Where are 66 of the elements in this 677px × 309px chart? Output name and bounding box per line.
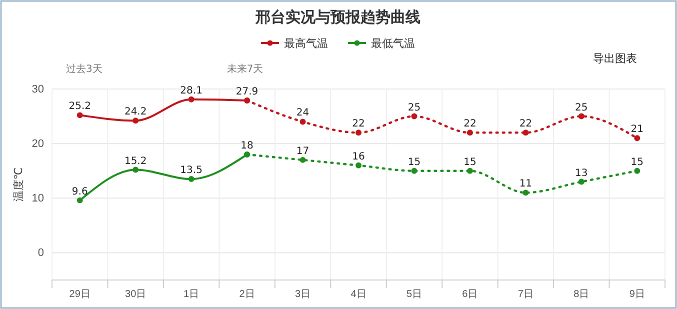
x-tick-label: 4日	[350, 289, 366, 300]
point	[300, 156, 306, 163]
point	[466, 130, 473, 136]
point	[188, 176, 194, 182]
data-label: 22	[464, 118, 476, 130]
legend-label: 最低气温	[371, 37, 415, 50]
point	[522, 130, 529, 136]
data-label: 15	[630, 156, 644, 168]
text: 未来7天	[226, 63, 264, 75]
x-tick-label: 5日	[406, 289, 422, 300]
x-tick-label: 30日	[125, 289, 146, 300]
data-label: 27.9	[236, 86, 258, 98]
point	[634, 168, 640, 174]
y-tick-label: 10	[32, 192, 44, 205]
data-label: 25	[575, 102, 588, 114]
point	[244, 152, 250, 158]
data-label: 24.2	[124, 106, 147, 118]
data-label: 25	[408, 102, 421, 114]
point	[466, 168, 473, 174]
data-label: 16	[352, 151, 365, 162]
x-tick-label: 2日	[239, 289, 255, 300]
data-label: 21	[630, 124, 644, 136]
chart-title: 邢台实况与预报趋势曲线	[254, 8, 420, 26]
data-label: 18	[240, 140, 254, 152]
y-tick-label: 30	[32, 84, 44, 96]
x-tick-label: 7日	[518, 289, 534, 300]
point	[356, 162, 362, 168]
data-label: 13	[575, 168, 588, 179]
y-tick-label: 20	[32, 138, 44, 150]
point	[244, 97, 250, 104]
point	[578, 113, 584, 120]
point	[578, 178, 584, 185]
data-label: 22	[352, 118, 365, 130]
x-tick-label: 1日	[184, 289, 200, 300]
point	[634, 135, 640, 142]
data-label: 22	[519, 118, 532, 130]
point	[132, 166, 139, 173]
data-label: 25.2	[68, 101, 91, 112]
legend-label: 最高气温	[284, 37, 328, 50]
point	[300, 118, 306, 125]
point	[76, 197, 83, 204]
text: 过去3天	[66, 63, 102, 75]
x-tick-label: 9日	[629, 289, 645, 300]
point	[522, 190, 529, 196]
data-label: 17	[296, 146, 310, 157]
data-label: 11	[519, 178, 532, 190]
point	[188, 96, 194, 102]
data-label: 9.6	[72, 186, 88, 198]
data-label: 24	[296, 108, 310, 119]
point	[76, 112, 83, 118]
data-label: 15	[464, 156, 476, 168]
y-tick-label: 0	[38, 247, 44, 260]
data-label: 13.5	[180, 165, 202, 176]
y-axis-title: 温度℃	[12, 167, 25, 202]
point	[411, 168, 418, 174]
point	[411, 113, 418, 120]
point	[356, 130, 362, 136]
point	[132, 118, 139, 124]
x-tick-label: 3日	[294, 289, 311, 300]
x-tick-label: 6日	[462, 289, 478, 300]
x-tick-label: 8日	[574, 289, 590, 300]
x-tick-label: 29日	[69, 289, 90, 300]
data-label: 28.1	[180, 85, 202, 96]
text: 导出图表	[593, 52, 637, 65]
data-label: 15	[408, 156, 421, 168]
data-label: 15.2	[124, 156, 147, 167]
